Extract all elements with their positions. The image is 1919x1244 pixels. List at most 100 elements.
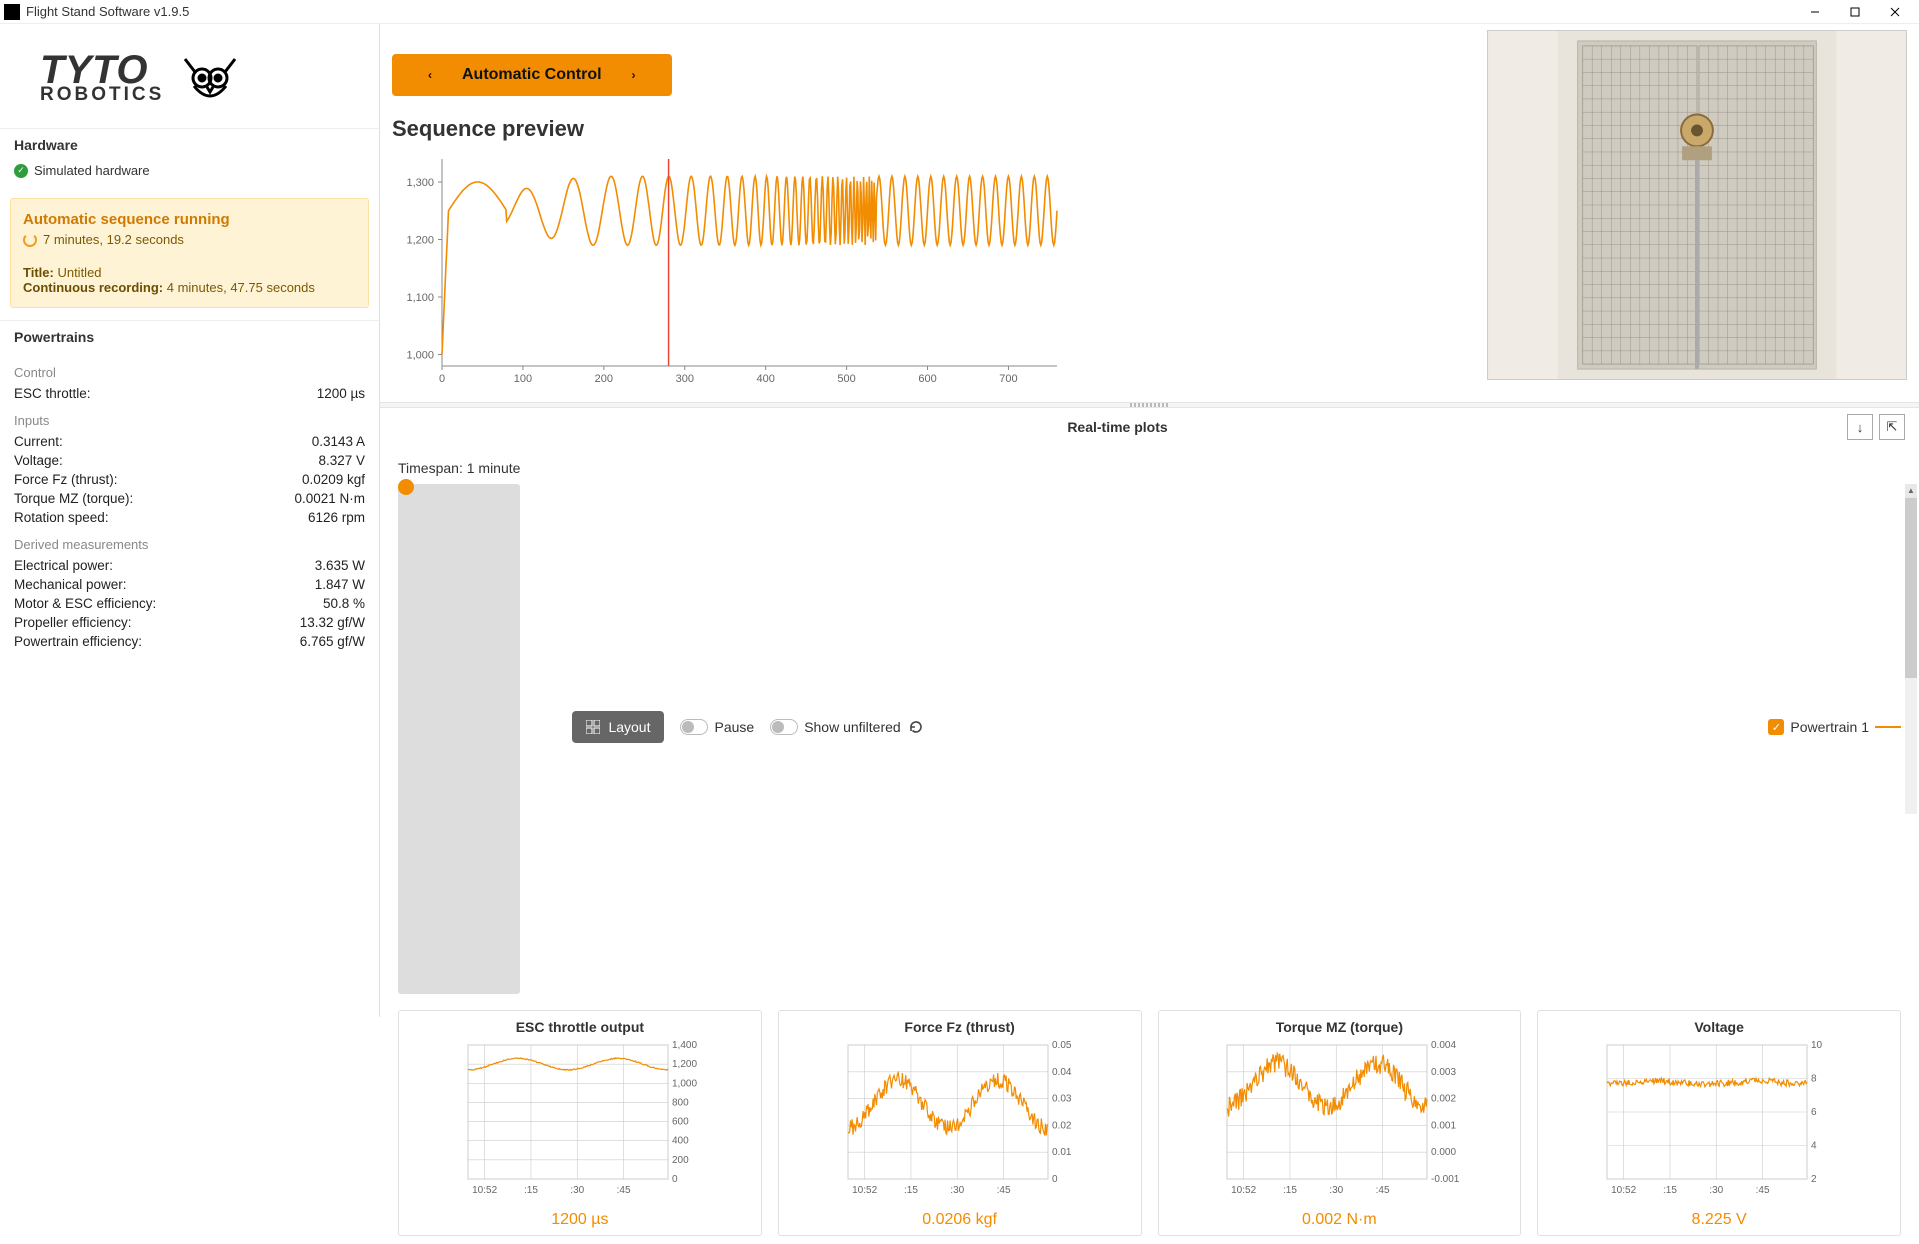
kv-row: Force Fz (thrust): 0.0209 kgf: [14, 470, 365, 489]
svg-text:1,200: 1,200: [672, 1059, 697, 1070]
kv-value: 1200 µs: [317, 386, 365, 401]
svg-text:0.002: 0.002: [1431, 1094, 1456, 1105]
seq-rec-label: Continuous recording:: [23, 280, 163, 295]
sidebar: TYTO ROBOTICS Hardware ✓ Simulated hardw…: [0, 24, 380, 1017]
svg-text:0.01: 0.01: [1052, 1147, 1072, 1158]
window-maximize-button[interactable]: [1835, 0, 1875, 24]
brand-logo: TYTO ROBOTICS: [0, 24, 379, 128]
svg-text:0.003: 0.003: [1431, 1067, 1456, 1078]
svg-text:0: 0: [439, 373, 445, 385]
inputs-subheading: Inputs: [14, 413, 365, 428]
grid-icon: [586, 720, 600, 734]
kv-key: Force Fz (thrust):: [14, 472, 118, 487]
svg-text::15: :15: [904, 1185, 918, 1196]
svg-text::30: :30: [570, 1185, 584, 1196]
logo-line1: TYTO: [40, 54, 164, 86]
pause-toggle[interactable]: Pause: [680, 719, 754, 735]
timespan-slider[interactable]: [398, 484, 520, 994]
svg-text:200: 200: [672, 1155, 689, 1166]
svg-text:1,200: 1,200: [406, 235, 434, 247]
plot-current-value: 0.0206 kgf: [922, 1211, 997, 1229]
legend-label: Powertrain 1: [1790, 719, 1869, 735]
kv-value: 50.8 %: [323, 596, 365, 611]
checkbox-checked-icon: ✓: [1768, 719, 1784, 735]
popout-button[interactable]: ⇱: [1879, 414, 1905, 440]
svg-text:4: 4: [1811, 1141, 1817, 1152]
realtime-plot: Torque MZ (torque)-0.0010.0000.0010.0020…: [1158, 1010, 1522, 1236]
chevron-left-icon: ‹: [428, 68, 432, 82]
owl-icon: [180, 54, 240, 104]
layout-button-label: Layout: [608, 719, 650, 735]
collapse-button[interactable]: ↓: [1847, 414, 1873, 440]
svg-text:1,100: 1,100: [406, 292, 434, 304]
kv-row: Motor & ESC efficiency: 50.8 %: [14, 594, 365, 613]
kv-key: ESC throttle:: [14, 386, 91, 401]
kv-row: Torque MZ (torque):0.0021 N·m: [14, 489, 365, 508]
realtime-plot: Voltage24681010:52:15:30:458.225 V: [1537, 1010, 1901, 1236]
svg-text:600: 600: [918, 373, 936, 385]
status-ok-icon: ✓: [14, 164, 28, 178]
plot-current-value: 0.002 N·m: [1302, 1211, 1377, 1229]
powertrains-heading: Powertrains: [0, 320, 379, 349]
main-area: ‹ Automatic Control ›: [380, 24, 1919, 1017]
kv-row: Powertrain efficiency:6.765 gf/W: [14, 632, 365, 651]
plot-title: ESC throttle output: [516, 1019, 644, 1035]
svg-text:100: 100: [514, 373, 532, 385]
svg-text:0.03: 0.03: [1052, 1094, 1072, 1105]
window-close-button[interactable]: [1875, 0, 1915, 24]
sequence-preview-chart: 1,0001,1001,2001,30001002003004005006007…: [392, 154, 1479, 394]
kv-value: 6126 rpm: [308, 510, 365, 525]
kv-key: Motor & ESC efficiency:: [14, 596, 156, 611]
plot-title: Force Fz (thrust): [904, 1019, 1014, 1035]
kv-row: Voltage:8.327 V: [14, 451, 365, 470]
show-unfiltered-toggle[interactable]: Show unfiltered: [770, 718, 925, 736]
svg-text:1,000: 1,000: [406, 350, 434, 362]
svg-text::45: :45: [617, 1185, 631, 1196]
window-minimize-button[interactable]: [1795, 0, 1835, 24]
kv-value: 8.327 V: [318, 453, 365, 468]
kv-key: Propeller efficiency:: [14, 615, 132, 630]
plot-title: Torque MZ (torque): [1276, 1019, 1403, 1035]
svg-text::30: :30: [950, 1185, 964, 1196]
svg-text:800: 800: [672, 1097, 689, 1108]
svg-text::30: :30: [1709, 1185, 1723, 1196]
hardware-status: ✓ Simulated hardware: [0, 157, 379, 192]
svg-text:10: 10: [1811, 1041, 1823, 1051]
seq-title-label: Title:: [23, 265, 54, 280]
window-title: Flight Stand Software v1.9.5: [26, 4, 189, 19]
svg-text::15: :15: [1283, 1185, 1297, 1196]
svg-text:0.05: 0.05: [1052, 1041, 1072, 1051]
svg-text:0.004: 0.004: [1431, 1041, 1456, 1051]
seq-rec-value: 4 minutes, 47.75 seconds: [167, 280, 315, 295]
svg-text:0: 0: [672, 1174, 678, 1185]
kv-row: Electrical power:3.635 W: [14, 556, 365, 575]
powertrain-legend[interactable]: ✓ Powertrain 1: [1768, 719, 1901, 735]
svg-text::45: :45: [1376, 1185, 1390, 1196]
svg-text:0.001: 0.001: [1431, 1120, 1456, 1131]
hardware-heading: Hardware: [0, 128, 379, 157]
refresh-icon: [907, 718, 925, 736]
kv-value: 0.3143 A: [312, 434, 365, 449]
svg-text:10:52: 10:52: [1611, 1185, 1636, 1196]
control-subheading: Control: [14, 365, 365, 380]
svg-text:10:52: 10:52: [1231, 1185, 1256, 1196]
sequence-status-panel: Automatic sequence running 7 minutes, 19…: [10, 198, 369, 308]
svg-text::45: :45: [1756, 1185, 1770, 1196]
derived-subheading: Derived measurements: [14, 537, 365, 552]
svg-text:600: 600: [672, 1117, 689, 1128]
plot-current-value: 8.225 V: [1692, 1211, 1747, 1229]
svg-text:1,400: 1,400: [672, 1041, 697, 1051]
svg-text:500: 500: [837, 373, 855, 385]
automatic-control-button[interactable]: ‹ Automatic Control ›: [392, 54, 672, 96]
realtime-plots-heading: Real-time plots: [394, 419, 1841, 435]
sequence-preview-heading: Sequence preview: [392, 116, 1479, 142]
kv-value: 0.0209 kgf: [302, 472, 365, 487]
layout-button[interactable]: Layout: [572, 711, 664, 743]
vertical-scrollbar[interactable]: ▲: [1905, 484, 1917, 814]
kv-row: Propeller efficiency:13.32 gf/W: [14, 613, 365, 632]
kv-key: Rotation speed:: [14, 510, 109, 525]
plot-title: Voltage: [1694, 1019, 1744, 1035]
kv-key: Powertrain efficiency:: [14, 634, 142, 649]
svg-text:0.000: 0.000: [1431, 1147, 1456, 1158]
app-icon: [4, 4, 20, 20]
